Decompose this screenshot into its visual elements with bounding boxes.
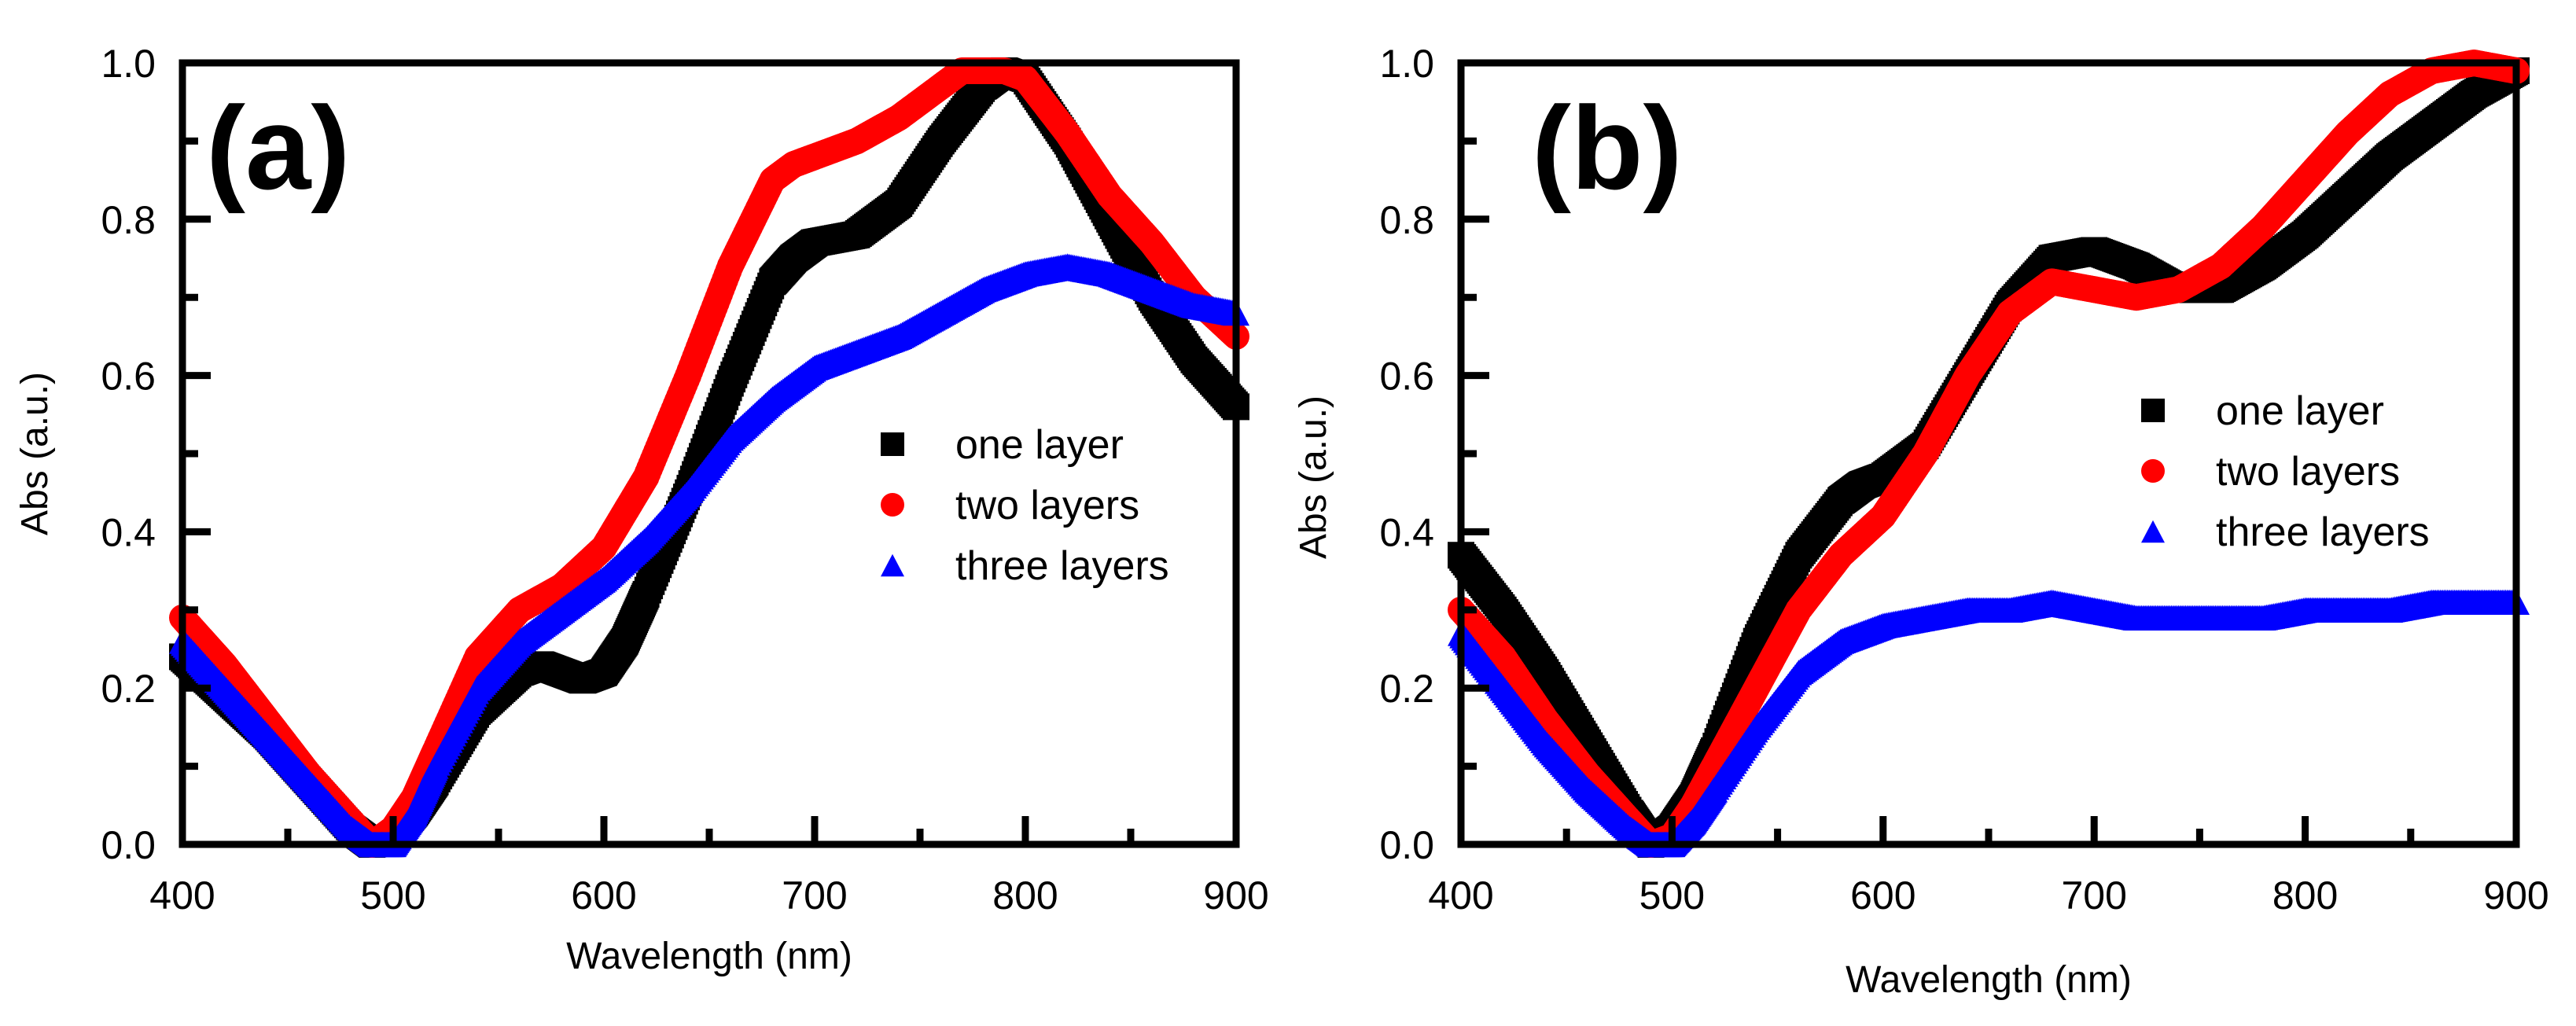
legend-marker-triangle <box>881 553 904 577</box>
x-tick-label: 700 <box>782 873 847 918</box>
x-tick-label: 400 <box>149 873 215 918</box>
y-tick-label: 0.6 <box>101 355 156 399</box>
legend-marker-triangle <box>2141 520 2165 543</box>
legend-label: three layers <box>2216 509 2430 555</box>
y-axis-label: Abs (a.u.) <box>1293 395 1334 559</box>
panel-label: (b) <box>1532 82 1683 214</box>
x-tick-label: 700 <box>2061 873 2126 918</box>
legend-label: one layer <box>2216 388 2384 434</box>
series-three-layers <box>169 253 1249 858</box>
y-tick-label: 0.0 <box>101 823 156 867</box>
x-tick-label: 800 <box>992 873 1058 918</box>
panel-b-chart: 400 500 600 700 800 900 0.0 0.2 0.4 0.6 0.8 1.0 Wave… <box>1293 42 2549 1001</box>
y-tick-label: 1.0 <box>101 42 156 86</box>
legend-label: three layers <box>955 543 1169 589</box>
x-tick-label: 900 <box>1203 873 1268 918</box>
legend-label: two layers <box>955 483 1139 528</box>
legend: one layer two layers three layers <box>881 422 1169 589</box>
x-axis-label: Wavelength (nm) <box>1846 959 2132 1001</box>
x-axis-label: Wavelength (nm) <box>566 936 852 977</box>
x-tick-label: 800 <box>2272 873 2338 918</box>
legend-label: two layers <box>2216 449 2400 495</box>
x-tick-label: 900 <box>2483 873 2548 918</box>
y-tick-label: 0.2 <box>101 667 156 711</box>
legend-marker-square <box>881 432 904 456</box>
y-tick-label: 0.8 <box>101 198 156 242</box>
panel-a-chart: 400 500 600 700 800 900 0.0 0.2 0.4 0.6 0.8 1.0 Wave… <box>14 42 1269 977</box>
y-tick-label: 0.4 <box>1379 510 1434 554</box>
y-tick-label: 0.2 <box>1379 667 1434 711</box>
x-tick-label: 500 <box>1639 873 1705 918</box>
y-tick-label: 0.4 <box>101 510 156 554</box>
x-tick-label: 500 <box>360 873 425 918</box>
legend-label: one layer <box>955 422 1124 468</box>
y-tick-label: 0.0 <box>1379 823 1434 867</box>
x-tick-label: 600 <box>1850 873 1915 918</box>
y-tick-label: 1.0 <box>1379 42 1434 86</box>
x-tick-label: 400 <box>1428 873 1493 918</box>
series-three-layers <box>1448 589 2530 858</box>
panel-label: (a) <box>206 82 350 214</box>
y-tick-label: 0.6 <box>1379 355 1434 399</box>
legend: one layer two layers three layers <box>2141 388 2430 555</box>
legend-marker-square <box>2141 399 2165 422</box>
legend-marker-circle <box>881 493 904 517</box>
y-axis-label: Abs (a.u.) <box>14 372 56 535</box>
y-tick-label: 0.8 <box>1379 198 1434 242</box>
x-tick-label: 600 <box>571 873 636 918</box>
legend-marker-circle <box>2141 459 2165 483</box>
